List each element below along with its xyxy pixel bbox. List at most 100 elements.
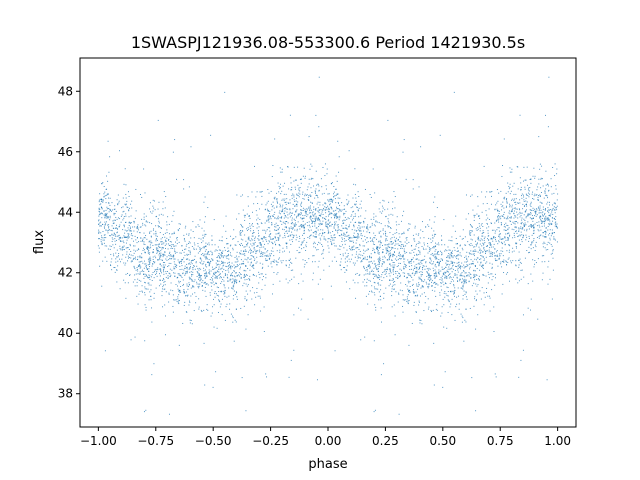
data-point: [445, 266, 447, 268]
data-point: [525, 210, 527, 212]
data-point: [210, 315, 212, 317]
data-point: [320, 213, 322, 215]
data-point: [218, 295, 220, 297]
data-point: [366, 227, 368, 229]
data-point: [457, 287, 459, 289]
data-point: [192, 293, 194, 295]
data-point: [258, 271, 260, 273]
data-point: [405, 237, 407, 239]
data-point: [510, 216, 512, 218]
data-point: [168, 413, 170, 415]
data-point: [553, 192, 555, 194]
data-point: [550, 209, 552, 211]
data-point: [427, 274, 429, 276]
data-point: [314, 212, 316, 214]
data-point: [242, 209, 244, 211]
data-point: [490, 246, 492, 248]
data-point: [259, 251, 261, 253]
data-point: [298, 196, 300, 198]
data-point: [324, 209, 326, 211]
data-point: [507, 225, 509, 227]
data-point: [245, 265, 247, 267]
data-point: [531, 234, 533, 236]
data-point: [370, 226, 372, 228]
data-point: [323, 207, 325, 209]
data-point: [317, 249, 319, 251]
data-point: [162, 286, 164, 288]
data-point: [122, 197, 124, 199]
data-point: [381, 212, 383, 214]
data-point: [485, 250, 487, 252]
data-point: [166, 232, 168, 234]
data-point: [276, 250, 278, 252]
data-point: [337, 202, 339, 204]
data-point: [198, 269, 200, 271]
data-point: [138, 241, 140, 243]
data-point: [277, 233, 279, 235]
data-point: [107, 207, 109, 209]
data-point: [335, 175, 337, 177]
data-point: [155, 287, 157, 289]
data-point: [546, 219, 548, 221]
data-point: [259, 249, 261, 251]
data-point: [177, 296, 179, 298]
data-point: [458, 262, 460, 264]
data-point: [150, 246, 152, 248]
data-point: [302, 241, 304, 243]
data-point: [368, 266, 370, 268]
data-point: [544, 209, 546, 211]
data-point: [522, 234, 524, 236]
data-point: [435, 295, 437, 297]
data-point: [433, 261, 435, 263]
data-point: [550, 253, 552, 255]
data-point: [334, 217, 336, 219]
data-point: [345, 224, 347, 226]
data-point: [133, 265, 135, 267]
data-point: [205, 245, 207, 247]
data-point: [448, 277, 450, 279]
data-point: [483, 248, 485, 250]
data-point: [230, 273, 232, 275]
data-point: [399, 255, 401, 257]
data-point: [161, 295, 163, 297]
data-point: [504, 196, 506, 198]
data-point: [386, 239, 388, 241]
data-point: [402, 215, 404, 217]
data-point: [125, 184, 127, 186]
data-point: [258, 273, 260, 275]
data-point: [535, 212, 537, 214]
data-point: [234, 293, 236, 295]
data-point: [367, 227, 369, 229]
data-point: [409, 269, 411, 271]
data-point: [514, 223, 516, 225]
data-point: [533, 266, 535, 268]
data-point: [311, 220, 313, 222]
data-point: [213, 326, 215, 328]
data-point: [414, 240, 416, 242]
data-point: [162, 201, 164, 203]
data-point: [302, 191, 304, 193]
data-point: [462, 286, 464, 288]
data-point: [374, 244, 376, 246]
data-point: [435, 275, 437, 277]
data-point: [499, 233, 501, 235]
data-point: [369, 265, 371, 267]
data-point: [186, 266, 188, 268]
data-point: [313, 221, 315, 223]
data-point: [122, 219, 124, 221]
data-point: [330, 225, 332, 227]
data-point: [261, 203, 263, 205]
data-point: [478, 246, 480, 248]
data-point: [242, 230, 244, 232]
data-point: [225, 306, 227, 308]
data-point: [132, 258, 134, 260]
data-point: [312, 243, 314, 245]
data-point: [137, 227, 139, 229]
data-point: [266, 202, 268, 204]
data-point: [366, 267, 368, 269]
data-point: [440, 270, 442, 272]
data-point: [177, 298, 179, 300]
data-point: [452, 265, 454, 267]
data-point: [387, 250, 389, 252]
data-point: [285, 242, 287, 244]
